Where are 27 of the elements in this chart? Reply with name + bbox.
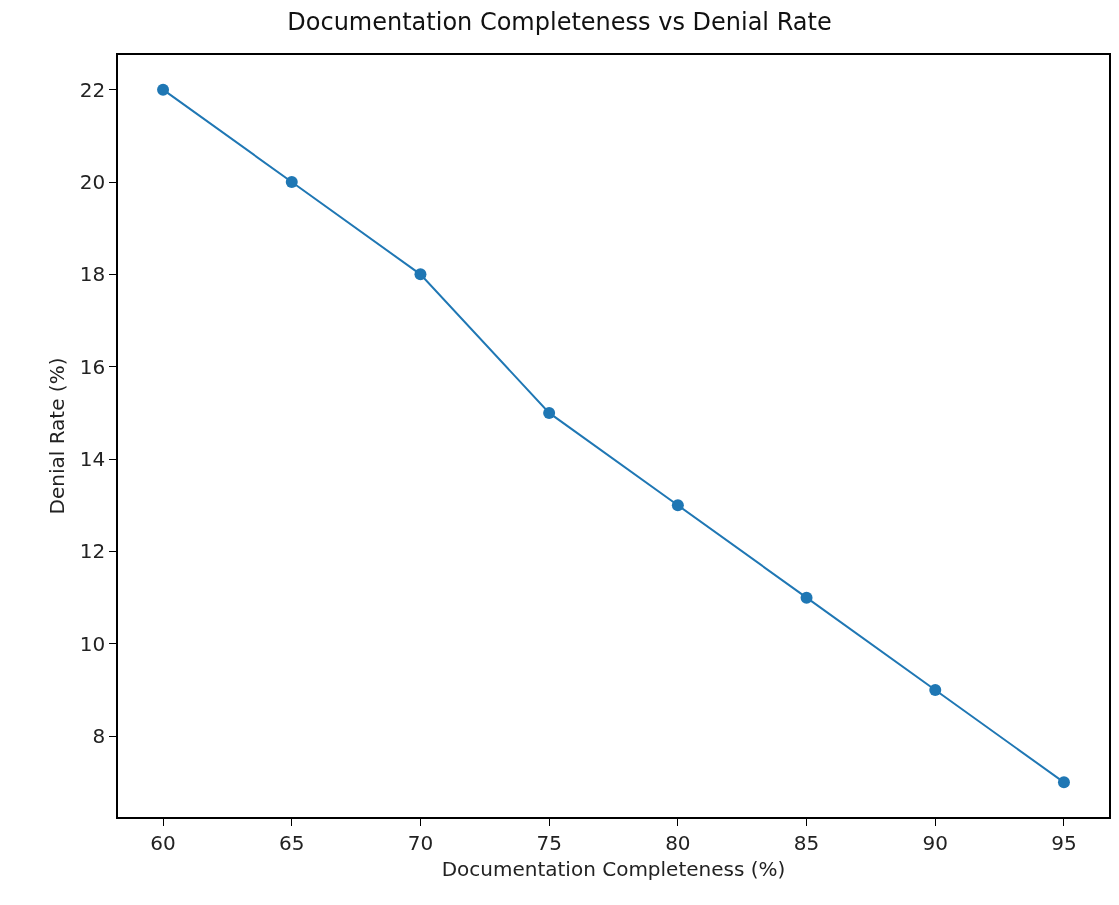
point (285, 176, 298, 188)
point (800, 591, 813, 604)
y-tick-label: 8 (92, 724, 106, 749)
x-axis-title: Documentation Completeness (%) (441, 856, 786, 881)
y-tick-label: 16 (79, 354, 106, 379)
point (157, 83, 170, 96)
x-tick-label: 95 (1051, 830, 1077, 855)
x-tick-label: 85 (793, 830, 820, 855)
point (543, 406, 556, 419)
y-tick-label: 20 (79, 170, 106, 194)
point (414, 268, 427, 281)
point (1057, 776, 1070, 789)
y-axis-title: Denial Rate (%) (44, 357, 69, 515)
x-tick-label: 70 (407, 830, 434, 855)
y-tick-label: 10 (79, 631, 106, 656)
point (929, 684, 942, 696)
x-tick-label: 90 (922, 830, 948, 855)
y-tick-label: 12 (79, 539, 106, 564)
point (671, 499, 684, 512)
x-tick-label: 80 (665, 830, 691, 855)
x-tick-label: 65 (279, 830, 305, 855)
y-tick-label: 14 (79, 447, 106, 472)
chart-title: Documentation Completeness vs Denial Rate (287, 8, 832, 37)
x-tick-label: 75 (536, 830, 562, 855)
y-tick-label: 22 (79, 77, 106, 102)
x-tick-label: 60 (150, 830, 176, 855)
y-tick-label: 18 (79, 262, 106, 287)
